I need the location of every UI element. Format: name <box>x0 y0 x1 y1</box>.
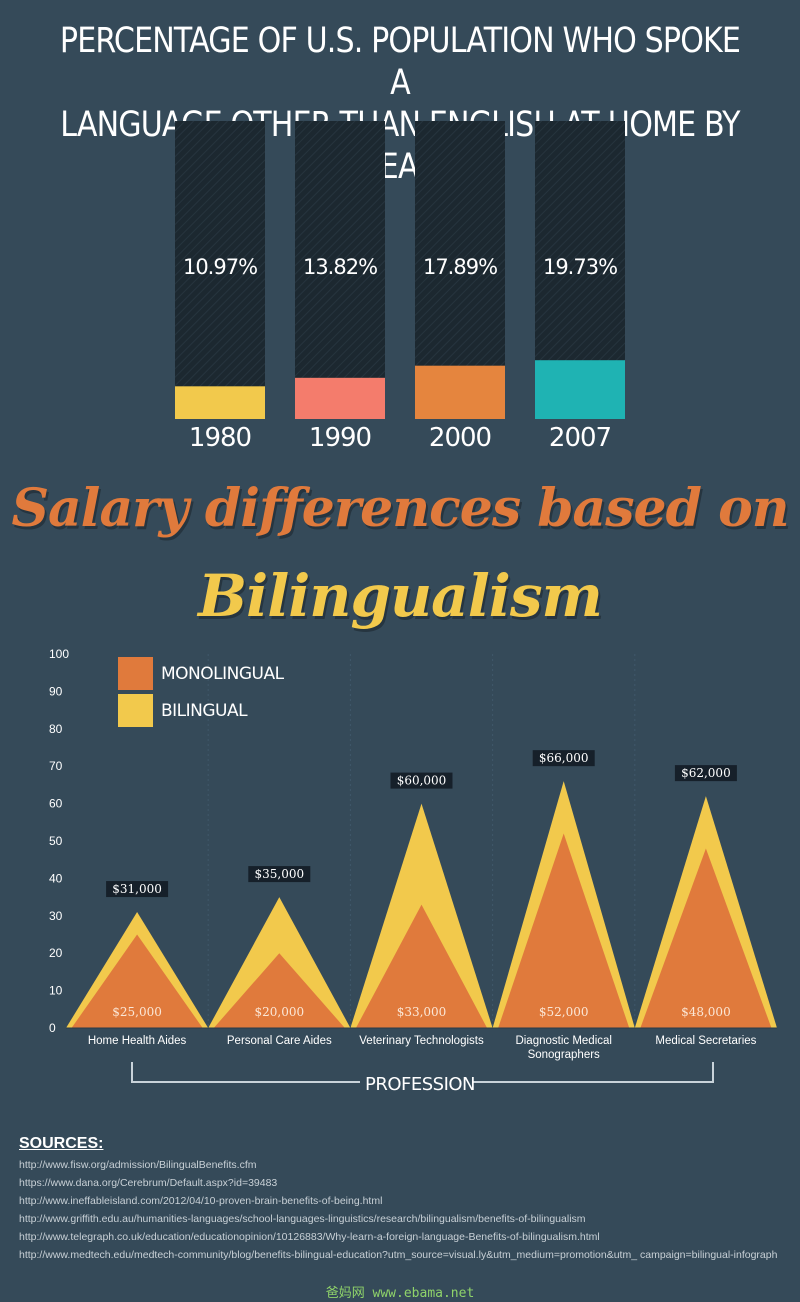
source-link[interactable]: http://www.telegraph.co.uk/education/edu… <box>19 1231 600 1243</box>
monolingual-peak <box>640 848 772 1028</box>
sources-list: http://www.fisw.org/admission/BilingualB… <box>19 1159 789 1262</box>
x-category-label: Medical Secretaries <box>655 1035 756 1047</box>
bilingual-value-label: $31,000 <box>112 882 162 896</box>
source-link[interactable]: http://www.griffith.edu.au/humanities-la… <box>19 1213 586 1225</box>
monolingual-value-label: $25,000 <box>112 1005 162 1019</box>
salary-title-line-2: Bilingualism <box>198 562 603 630</box>
monolingual-peak <box>213 953 345 1028</box>
y-tick-label: 40 <box>49 871 63 885</box>
monolingual-value-label: $52,000 <box>539 1005 589 1019</box>
legend-swatch <box>118 694 153 727</box>
profession-bracket-right <box>473 1062 714 1083</box>
y-tick-label: 60 <box>49 797 63 811</box>
x-axis-title: PROFESSION <box>365 1074 475 1095</box>
salary-title-line-1: Salary differences based on <box>11 478 789 539</box>
y-tick-label: 0 <box>49 1021 56 1035</box>
sources-heading: SOURCES: <box>19 1135 104 1152</box>
legend-label: MONOLINGUAL <box>161 664 285 684</box>
bar-category-label: 2000 <box>429 423 491 453</box>
bar-value-label: 10.97% <box>183 255 257 279</box>
bilingual-value-box <box>532 750 595 767</box>
bilingual-value-label: $60,000 <box>397 774 447 788</box>
language-bar-chart: 10.97% 1980 13.82% 1990 17.89% 2000 19.73% 2007 <box>175 121 625 453</box>
bar-track <box>295 121 385 419</box>
bilingual-value-box <box>248 866 311 883</box>
bar-track <box>175 121 265 419</box>
bilingual-value-box <box>106 881 169 898</box>
bar-category-label: 2007 <box>549 423 611 453</box>
y-tick-label: 80 <box>49 722 63 736</box>
sources-section: SOURCES: http://www.fisw.org/admission/B… <box>19 1135 789 1267</box>
bilingual-value-box <box>390 772 453 789</box>
bilingual-value-box <box>674 765 737 782</box>
x-category-label: Veterinary Technologists <box>359 1035 484 1047</box>
y-tick-label: 50 <box>49 834 63 848</box>
bar-fill <box>295 377 385 419</box>
y-tick-label: 20 <box>49 946 63 960</box>
monolingual-value-label: $20,000 <box>254 1005 304 1019</box>
bar-value-label: 19.73% <box>543 255 617 279</box>
source-link[interactable]: http://www.ineffableisland.com/2012/04/1… <box>19 1195 383 1207</box>
title-line-1: PERCENTAGE OF U.S. POPULATION WHO SPOKE … <box>59 21 741 103</box>
monolingual-peak <box>355 904 488 1028</box>
legend-label: BILINGUAL <box>161 701 248 721</box>
source-link[interactable]: http://www.medtech.edu/medtech-community… <box>19 1249 778 1261</box>
bar-fill <box>535 360 625 419</box>
monolingual-peak <box>498 833 630 1028</box>
bar-value-label: 13.82% <box>303 255 377 279</box>
legend-swatch <box>118 657 153 690</box>
bar-category-label: 1990 <box>309 423 371 453</box>
source-link[interactable]: https://www.dana.org/Cerebrum/Default.as… <box>19 1177 278 1189</box>
monolingual-value-label: $33,000 <box>397 1005 447 1019</box>
y-tick-label: 30 <box>49 909 63 923</box>
monolingual-value-label: $48,000 <box>681 1005 731 1019</box>
x-category-label: Personal Care Aides <box>227 1035 332 1047</box>
bilingual-value-label: $66,000 <box>539 751 589 765</box>
bar-value-label: 17.89% <box>423 255 497 279</box>
profession-bracket-left <box>131 1062 360 1083</box>
y-tick-label: 70 <box>49 759 63 773</box>
bar-fill <box>175 386 265 419</box>
bilingual-value-label: $62,000 <box>681 766 731 780</box>
x-category-label: Diagnostic Medical <box>515 1035 612 1047</box>
bar-category-label: 1980 <box>189 423 251 453</box>
monolingual-peak <box>71 934 203 1028</box>
x-category-label: Sonographers <box>528 1049 600 1061</box>
y-tick-label: 90 <box>49 684 63 698</box>
bar-fill <box>415 365 505 419</box>
source-link[interactable]: http://www.fisw.org/admission/BilingualB… <box>19 1159 257 1171</box>
x-category-label: Home Health Aides <box>88 1035 187 1047</box>
watermark: 爸妈网 www.ebama.net <box>325 1286 475 1301</box>
bilingual-value-label: $35,000 <box>254 867 304 881</box>
y-tick-label: 100 <box>49 647 69 661</box>
y-tick-label: 10 <box>49 984 63 998</box>
salary-area-chart: $25,000 $31,000 $20,000 $35,000 $33,000 $60,0… <box>49 647 777 1095</box>
